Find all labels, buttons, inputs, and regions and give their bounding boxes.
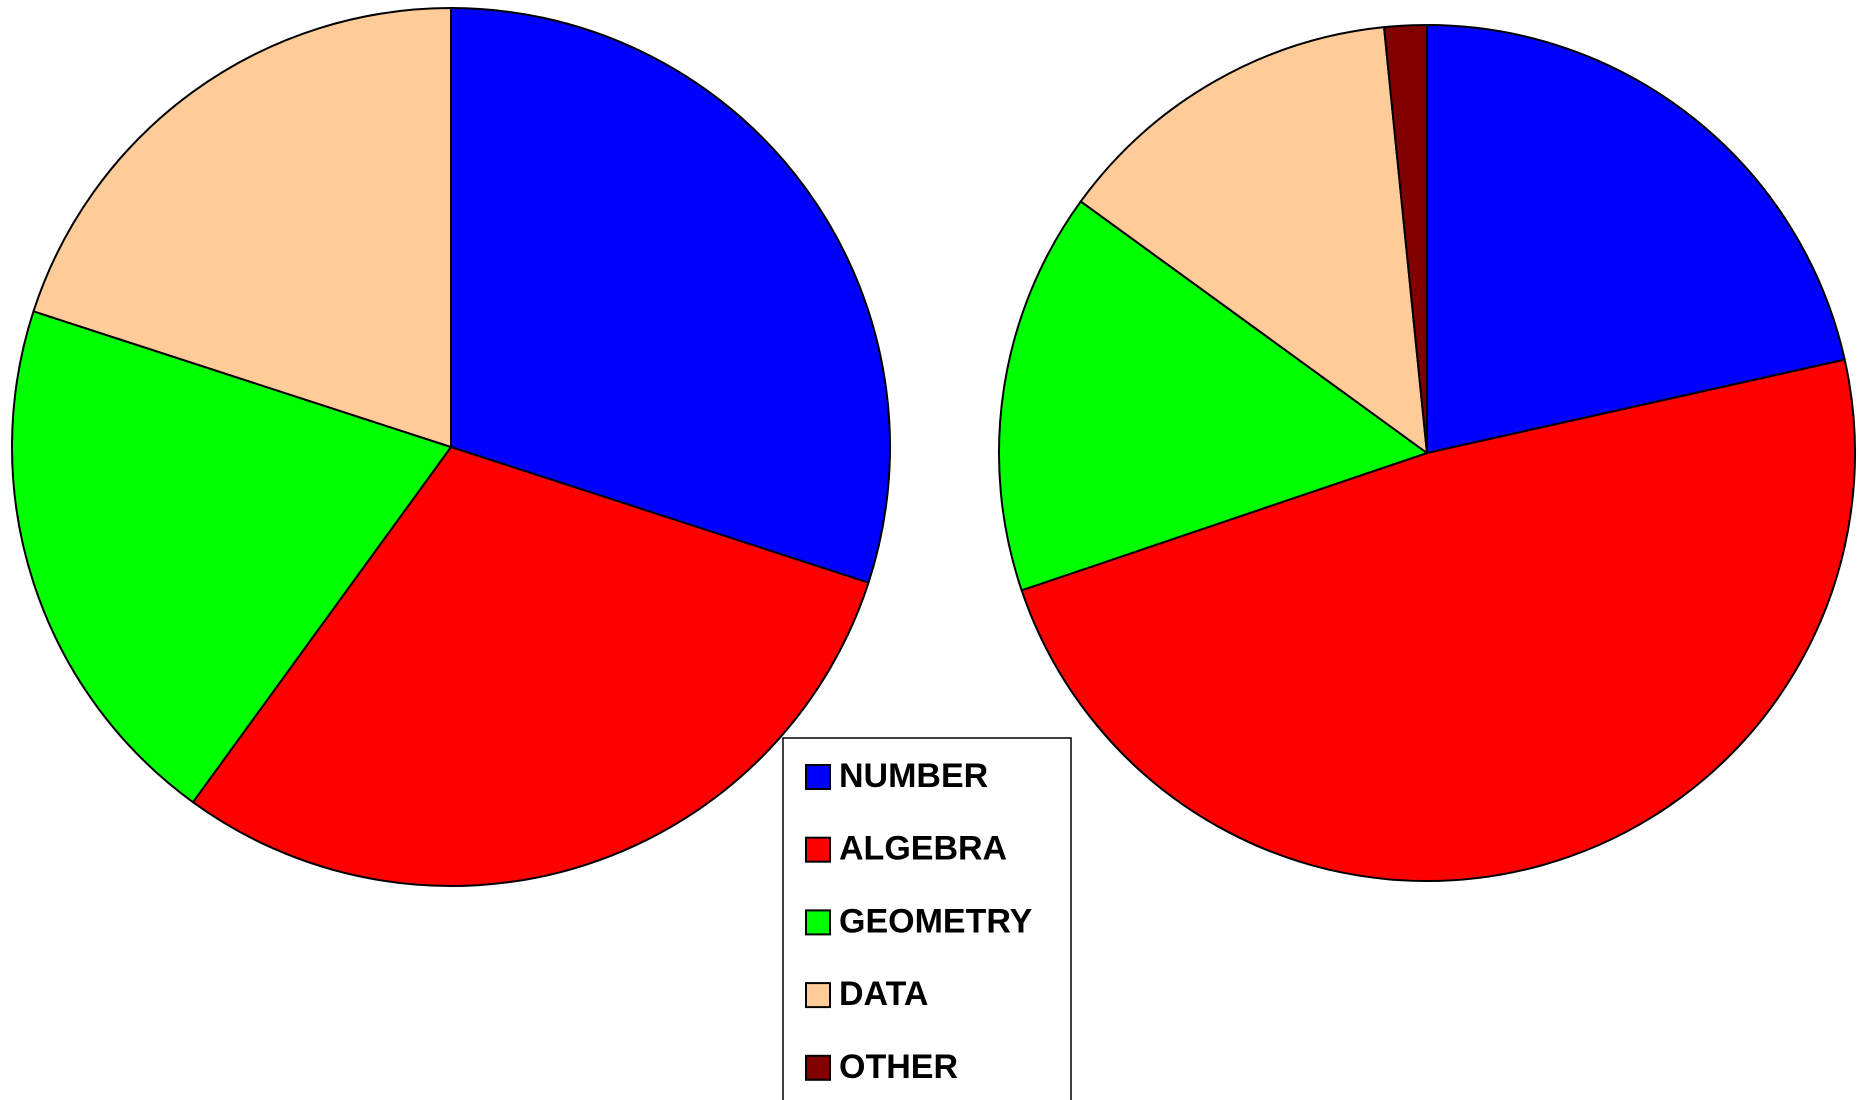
pie-slice [998,200,1428,592]
legend-swatch [805,764,831,790]
legend-swatch [805,836,831,863]
pie-slice [1383,24,1428,454]
pie-slice [1426,24,1846,454]
legend-swatch [805,909,831,936]
legend-swatch [805,1054,831,1081]
legend-swatch [805,982,831,1009]
legend-label: DATA [839,975,928,1013]
pie-slice [191,446,870,887]
pie-slice [450,7,891,584]
pie-slice [11,310,452,804]
legend-label: OTHER [839,1048,958,1086]
pie-slice [32,7,452,448]
legend-label: NUMBER [839,757,988,795]
pie-slice [1020,358,1856,882]
legend-label: ALGEBRA [839,830,1007,868]
pie-slice [1079,26,1428,454]
legend-label: GEOMETRY [839,902,1033,940]
